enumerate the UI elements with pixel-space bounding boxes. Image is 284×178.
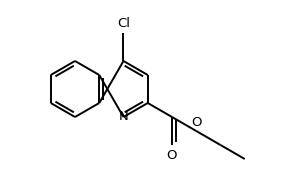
Text: Cl: Cl (117, 17, 130, 30)
Text: N: N (119, 111, 128, 124)
Text: O: O (191, 116, 201, 129)
Text: O: O (167, 149, 177, 162)
